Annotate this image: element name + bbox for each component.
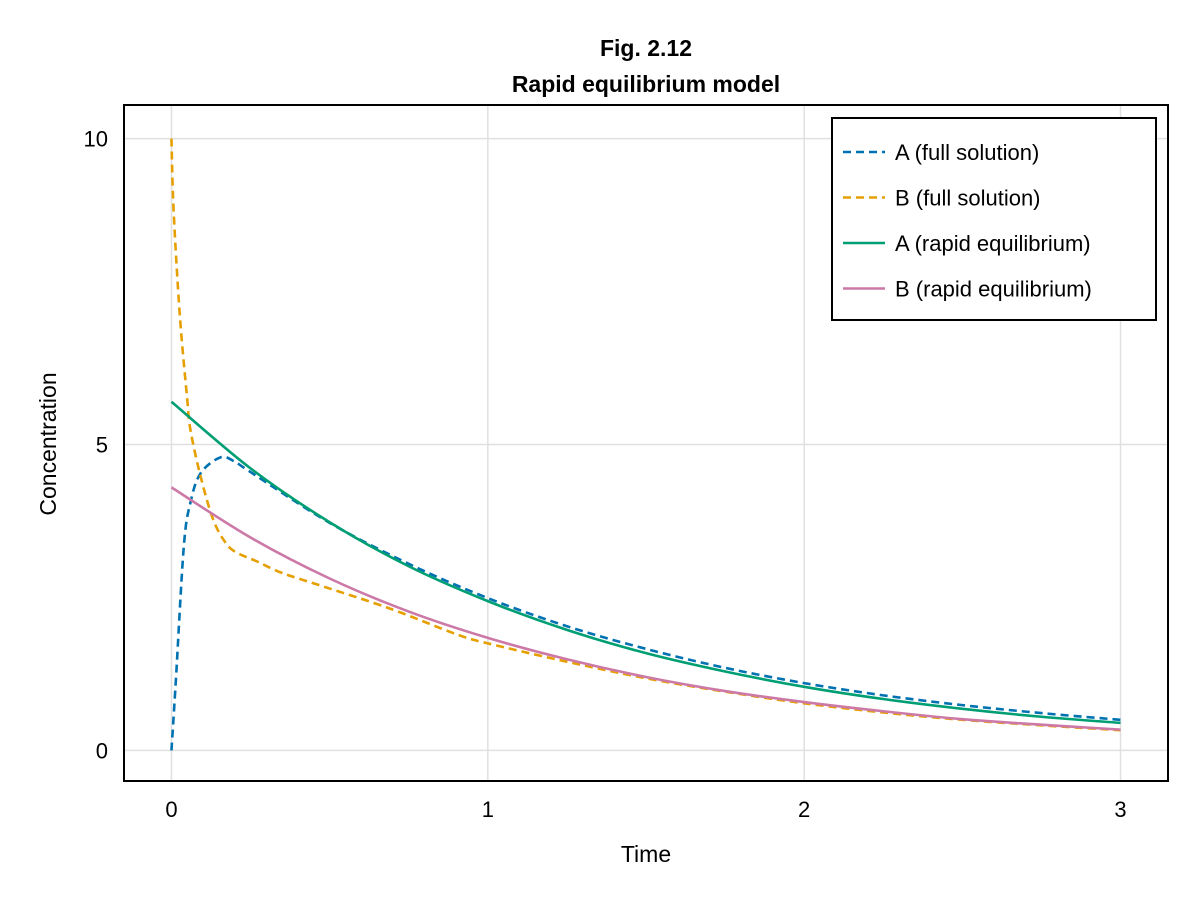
x-tick-label: 1 [482, 797, 494, 822]
series-line-1 [170, 138, 1121, 732]
legend-label-3: B (rapid equilibrium) [895, 277, 1092, 302]
y-tick-label: 0 [96, 738, 108, 763]
legend: A (full solution) B (full solution) A (rap… [831, 117, 1157, 321]
legend-box [831, 117, 1157, 321]
x-tick-label: 3 [1114, 797, 1126, 822]
tick-labels: 0 1 2 3 0 5 10 [84, 127, 1127, 822]
legend-label-0: A (full solution) [895, 140, 1039, 165]
plot-frame [123, 104, 1169, 782]
y-tick-label: 5 [96, 433, 108, 458]
legend-label-2: A (rapid equilibrium) [895, 231, 1091, 256]
x-tick-label: 2 [798, 797, 810, 822]
series-line-0 [170, 455, 1121, 751]
x-axis-label: Time [621, 841, 671, 867]
series-lines [170, 138, 1121, 751]
chart-subtitle: Rapid equilibrium model [512, 71, 780, 97]
chart-title: Fig. 2.12 [600, 35, 692, 61]
legend-label-1: B (full solution) [895, 186, 1041, 211]
y-axis-label: Concentration [35, 372, 61, 515]
x-tick-label: 0 [165, 797, 177, 822]
y-tick-label: 10 [84, 127, 108, 152]
series-line-3 [170, 486, 1121, 731]
series-line-2 [170, 400, 1121, 725]
